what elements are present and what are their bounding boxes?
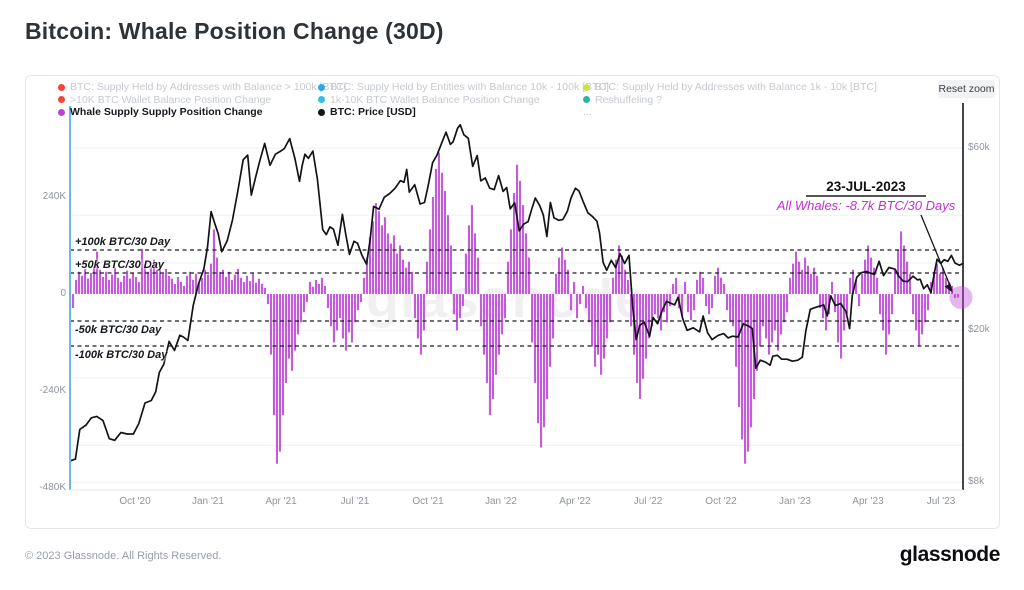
footer-copyright: © 2023 Glassnode. All Rights Reserved. — [25, 550, 222, 562]
annotation-date: 23-JUL-2023 — [806, 179, 926, 197]
legend-item[interactable]: >10K BTC Wallet Balance Position Change — [58, 94, 271, 106]
threshold-label: -50k BTC/30 Day — [75, 324, 162, 336]
legend-item-label: BTC: Price [USD] — [330, 106, 416, 118]
x-axis-tick: Oct '22 — [705, 496, 737, 507]
legend-item[interactable]: ... — [583, 106, 592, 118]
annotation-arrow — [920, 214, 952, 289]
x-axis-tick: Apr '21 — [265, 496, 297, 507]
x-axis-tick: Jan '22 — [484, 496, 517, 507]
x-axis-tick: Jan '23 — [779, 496, 811, 507]
legend-item-label: BTC: Supply Held by Addresses with Balan… — [595, 81, 877, 93]
legend-item[interactable]: BTC: Price [USD] — [318, 106, 416, 118]
legend-item-label: >10K BTC Wallet Balance Position Change — [70, 93, 272, 106]
legend-item-label: 1k-10K BTC Wallet Balance Position Chang… — [330, 93, 540, 106]
threshold-label: +100k BTC/30 Day — [75, 236, 171, 248]
x-axis-tick: Jul '21 — [340, 496, 370, 507]
x-axis-tick: Jul '22 — [633, 496, 663, 507]
legend-dot-icon — [318, 108, 325, 116]
threshold-label: -100k BTC/30 Day — [75, 349, 168, 361]
legend-item[interactable]: BTC: Supply Held by Addresses with Balan… — [583, 81, 877, 93]
legend-dot-icon — [583, 83, 590, 91]
legend-item-label: Whale Supply Supply Position Change — [70, 106, 263, 118]
threshold-lines — [70, 249, 959, 347]
glassnode-logo: glassnode — [899, 543, 1001, 566]
y-axis-tick-right: $8k — [968, 476, 985, 488]
x-axis-tick: Jul '23 — [926, 496, 956, 507]
legend-item-label: ... — [583, 106, 592, 118]
y-axis-tick-left: 0 — [60, 288, 66, 299]
threshold-label: +50k BTC/30 Day — [75, 259, 164, 271]
legend-item[interactable]: Whale Supply Supply Position Change — [58, 106, 263, 118]
legend-item[interactable]: Reshuffeling ? — [583, 94, 662, 106]
endpoint-dot[interactable] — [949, 286, 973, 309]
legend-item[interactable]: 1k-10K BTC Wallet Balance Position Chang… — [318, 94, 540, 106]
y-axis-tick-left: -480K — [39, 481, 66, 493]
legend-dot-icon — [58, 96, 65, 103]
legend-dot-icon — [318, 83, 325, 91]
legend-item[interactable]: BTC: Supply Held by Addresses with Balan… — [58, 81, 346, 93]
annotation-arrowhead — [944, 283, 953, 293]
x-axis-tick: Apr '22 — [559, 496, 591, 507]
legend-item-label: BTC: Supply Held by Entities with Balanc… — [330, 81, 609, 93]
x-axis-tick: Apr '23 — [852, 496, 884, 507]
legend-item-label: Reshuffeling ? — [595, 93, 662, 106]
legend-dot-icon — [583, 96, 590, 103]
btc-price-line[interactable] — [69, 123, 964, 462]
legend-item-label: BTC: Supply Held by Addresses with Balan… — [70, 81, 347, 93]
y-axis-tick-right: $60k — [968, 142, 990, 153]
y-axis-tick-left: -240K — [39, 384, 66, 396]
legend-item[interactable]: BTC: Supply Held by Entities with Balanc… — [318, 81, 609, 93]
y-axis-tick-right: $20k — [968, 324, 990, 336]
x-axis-tick: Oct '21 — [412, 496, 444, 507]
reset-zoom-button[interactable]: Reset zoom — [938, 80, 995, 98]
x-axis-tick: Jan '21 — [191, 496, 224, 507]
y-axis-tick-left: 240K — [42, 191, 66, 203]
legend-dot-icon — [318, 96, 325, 103]
legend-dot-icon — [58, 108, 65, 116]
x-axis-tick: Oct '20 — [119, 496, 151, 507]
legend-dot-icon — [58, 83, 65, 91]
page-title: Bitcoin: Whale Position Change (30D) — [25, 18, 444, 44]
annotation-value: All Whales: -8.7k BTC/30 Days — [776, 198, 956, 213]
